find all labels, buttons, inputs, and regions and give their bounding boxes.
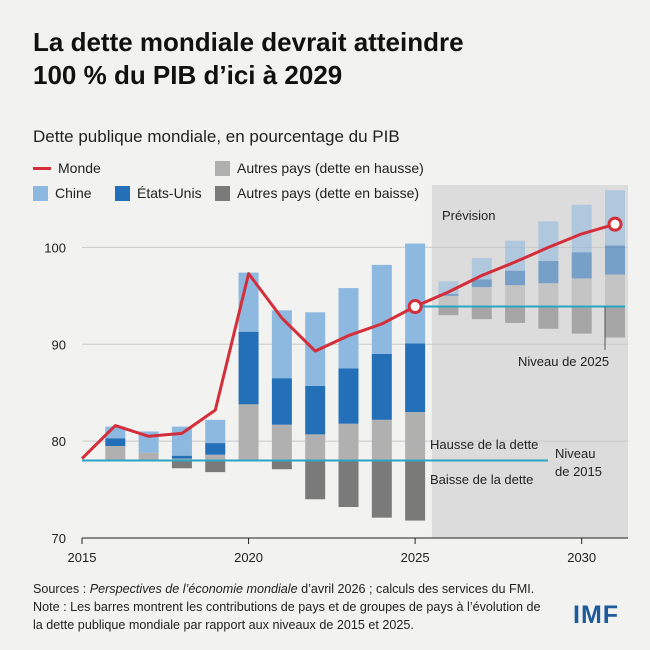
bar-autres-hausse-2024	[371, 419, 392, 461]
bar-autres-hausse-2016	[105, 445, 126, 461]
bar-etats-unis-2028	[505, 270, 526, 286]
bar-chine-2016	[105, 426, 126, 439]
annotation-baisse-dette: Baisse de la dette	[430, 472, 533, 487]
bar-autres-baisse-2019	[205, 460, 226, 473]
bar-autres-baisse-2029	[538, 306, 559, 329]
bar-autres-hausse-2022	[305, 434, 326, 461]
marker-monde-2025	[407, 299, 423, 315]
bar-chine-2023	[338, 288, 359, 369]
bar-chine-2024	[371, 264, 392, 354]
bar-chine-2020	[238, 272, 259, 332]
bar-etats-unis-2025	[405, 343, 426, 413]
source-rest: d’avril 2026 ; calculs des services du F…	[33, 582, 541, 632]
y-tick-label-100: 100	[44, 240, 66, 255]
bar-autres-hausse-2025	[405, 412, 426, 461]
bar-autres-baisse-2031	[605, 306, 625, 338]
source-note: Sources : Perspectives de l’économie mon…	[33, 580, 543, 634]
bar-autres-hausse-2027	[471, 287, 492, 307]
chart-title: La dette mondiale devrait atteindre 100 …	[33, 26, 623, 92]
bar-autres-baisse-2026	[438, 306, 459, 316]
bar-autres-baisse-2024	[371, 460, 392, 518]
x-tick-label-2020: 2020	[234, 550, 263, 565]
y-tick-label-80: 80	[52, 434, 66, 449]
source-publication: Perspectives de l’économie mondiale	[89, 582, 298, 596]
y-tick-label-90: 90	[52, 337, 66, 352]
title-line-1: La dette mondiale devrait atteindre	[33, 27, 464, 57]
bar-autres-baisse-2027	[471, 306, 492, 320]
bar-autres-hausse-2029	[538, 283, 559, 307]
bar-etats-unis-2026	[438, 293, 459, 296]
source-prefix: Sources :	[33, 582, 90, 596]
bar-autres-hausse-2017	[138, 452, 159, 461]
bar-chine-2021	[271, 310, 292, 379]
bar-chine-2025	[405, 243, 426, 344]
bar-etats-unis-2020	[238, 331, 259, 405]
bar-autres-hausse-2023	[338, 423, 359, 461]
bar-etats-unis-2022	[305, 385, 326, 435]
bar-chine-2030	[571, 204, 592, 253]
bar-autres-hausse-2030	[571, 278, 592, 307]
bar-autres-hausse-2021	[271, 424, 292, 461]
bar-autres-baisse-2023	[338, 460, 359, 508]
chart-plot: 70 80 90 100 2015 2020 2025 2030 Prévision Niveau…	[44, 185, 628, 565]
x-tick-label-2025: 2025	[401, 550, 430, 565]
forecast-region	[431, 185, 628, 538]
bar-autres-baisse-2028	[505, 306, 526, 323]
bar-etats-unis-2021	[271, 378, 292, 425]
bar-chine-2019	[205, 419, 226, 444]
bar-autres-hausse-2020	[238, 404, 259, 461]
marker-monde-2031	[607, 216, 623, 232]
annotation-hausse-dette: Hausse de la dette	[430, 437, 538, 452]
bar-etats-unis-2024	[371, 353, 392, 420]
bar-autres-baisse-2025	[405, 460, 426, 521]
bar-autres-baisse-2030	[571, 306, 592, 334]
bar-chine-2018	[171, 426, 192, 456]
bar-autres-hausse-2031	[605, 274, 625, 307]
bar-etats-unis-2030	[571, 252, 592, 279]
x-tick-label-2030: 2030	[567, 550, 596, 565]
bar-etats-unis-2023	[338, 368, 359, 424]
bar-etats-unis-2029	[538, 260, 559, 284]
x-tick-label-2015: 2015	[68, 550, 97, 565]
bar-autres-hausse-2019	[205, 454, 226, 461]
bar-autres-baisse-2022	[305, 460, 326, 500]
annotation-niveau-2015-line1: Niveau	[555, 446, 595, 461]
imf-logo: IMF	[573, 601, 620, 629]
chart-subtitle: Dette publique mondiale, en pourcentage …	[33, 127, 400, 146]
title-line-2: 100 % du PIB d’ici à 2029	[33, 60, 343, 90]
line-monde	[80, 222, 616, 460]
bar-autres-hausse-2028	[505, 285, 526, 307]
bar-autres-baisse-2018	[171, 460, 192, 469]
bar-chine-2029	[538, 221, 559, 261]
bar-autres-baisse-2021	[271, 460, 292, 470]
y-tick-label-70: 70	[52, 531, 66, 546]
annotation-niveau-2025: Niveau de 2025	[518, 354, 609, 369]
bar-etats-unis-2016	[105, 438, 126, 446]
bar-etats-unis-2031	[605, 245, 625, 275]
annotation-prevision: Prévision	[442, 208, 495, 223]
bar-etats-unis-2018	[171, 455, 192, 459]
annotation-niveau-2015-line2: de 2015	[555, 464, 602, 479]
bar-autres-hausse-2026	[438, 295, 459, 307]
bar-etats-unis-2019	[205, 443, 226, 455]
bar-etats-unis-2027	[471, 279, 492, 288]
